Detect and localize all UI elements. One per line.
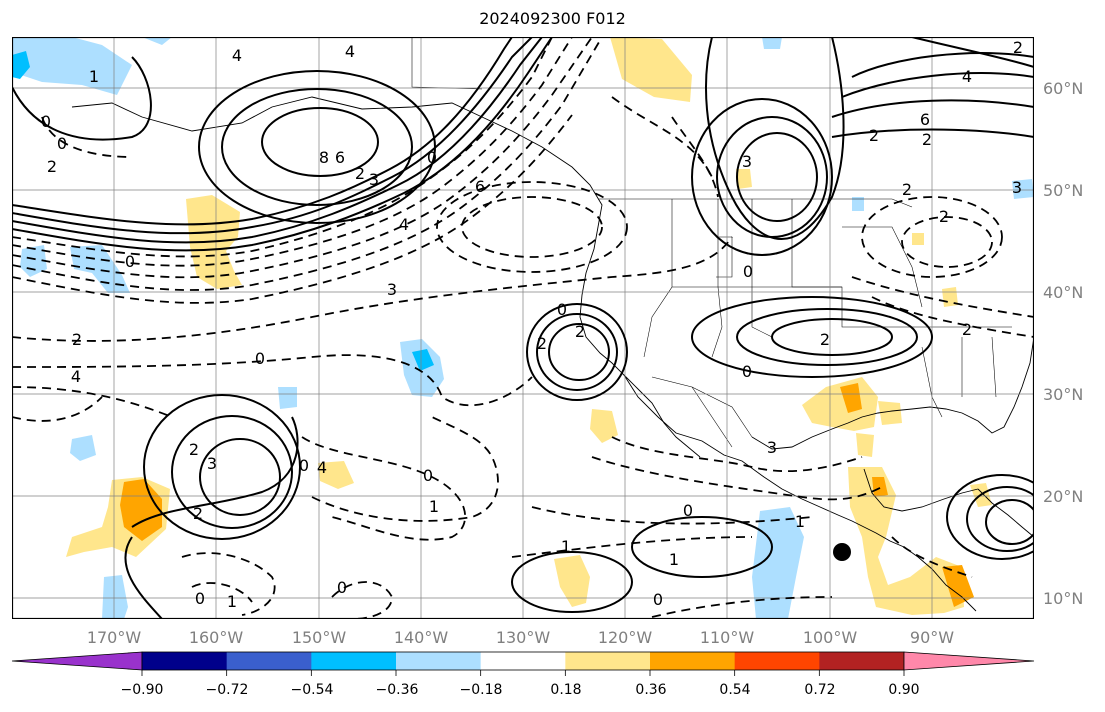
contour-label: 3	[369, 170, 379, 189]
contour-label: 0	[195, 589, 205, 608]
contour-label: 2	[902, 180, 912, 199]
contour-label: 0	[125, 252, 135, 271]
lon-label: 110°W	[700, 628, 755, 647]
map-title: 2024092300 F012	[479, 9, 626, 28]
colorbar-tick-label: −0.72	[206, 682, 249, 698]
contour-label: 1	[429, 497, 439, 516]
lon-label: 140°W	[394, 628, 449, 647]
contour-label: 2	[47, 157, 57, 176]
lat-label: 50°N	[1043, 181, 1083, 200]
colorbar-box	[650, 652, 736, 670]
colorbar-tick-label: −0.90	[121, 682, 164, 698]
contour-label: 2	[922, 130, 932, 149]
contour-label: 0	[41, 112, 51, 131]
contour-label: 4	[317, 458, 327, 477]
contour-label: 0	[427, 148, 437, 167]
colorbar: −0.90 −0.72 −0.54 −0.36 −0.18 0.18 0.36 …	[11, 651, 1035, 698]
contour-label: 2	[193, 504, 203, 523]
colorbar-tick-label: −0.18	[460, 682, 503, 698]
contour-label: 2	[72, 330, 82, 349]
contour-label: 6	[475, 177, 485, 196]
positive-contours	[12, 37, 1034, 619]
contour-label: 3	[767, 438, 777, 457]
colorbar-box	[480, 652, 566, 670]
contour-label: 2	[537, 334, 547, 353]
contour-label: 0	[423, 466, 433, 485]
lat-label: 40°N	[1043, 283, 1083, 302]
colorbar-tick-label: 0.72	[804, 682, 835, 698]
contour-label: 0	[337, 578, 347, 597]
colorbar-tick-label: 0.36	[635, 682, 666, 698]
contour-label: 0	[653, 590, 663, 609]
contour-label: 3	[742, 152, 752, 171]
state-borders	[411, 37, 1012, 448]
contour-label: 0	[742, 362, 752, 381]
longitude-labels: 170°W 160°W 150°W 140°W 130°W 120°W 110°…	[87, 628, 954, 647]
contour-label: 1	[561, 537, 571, 556]
lon-label: 150°W	[292, 628, 347, 647]
contour-label: 1	[669, 550, 679, 569]
lon-label: 170°W	[87, 628, 142, 647]
contour-label: 1	[89, 67, 99, 86]
lat-label: 20°N	[1043, 487, 1083, 506]
contour-label: 0	[557, 300, 567, 319]
colorbar-tick-label: 0.54	[719, 682, 750, 698]
colorbar-box	[565, 652, 651, 670]
contour-label: 2	[1013, 38, 1023, 57]
latitude-labels: 60°N 50°N 40°N 30°N 20°N 10°N	[1043, 79, 1083, 608]
colorbar-extend-min	[11, 651, 143, 671]
contour-label: 4	[345, 42, 355, 61]
lon-label: 130°W	[496, 628, 551, 647]
contour-labels: 4 1 0 0 2 8 6 2 3 4 6 4 0 0 3 2 0 4 3 0 …	[41, 38, 1023, 611]
map-panel: 4 1 0 0 2 8 6 2 3 4 6 4 0 0 3 2 0 4 3 0 …	[12, 37, 1034, 619]
lat-label: 60°N	[1043, 79, 1083, 98]
colorbar-box	[396, 652, 482, 670]
contour-label: 0	[683, 501, 693, 520]
negative-contours	[12, 37, 1034, 619]
lat-label: 10°N	[1043, 589, 1083, 608]
contour-label: 1	[227, 592, 237, 611]
contour-label: 2	[939, 207, 949, 226]
contour-label: 0	[255, 349, 265, 368]
contour-label: 3	[1012, 178, 1022, 197]
contour-label: 6	[335, 148, 345, 167]
colorbar-box	[734, 652, 820, 670]
contour-label: 8	[319, 148, 329, 167]
contour-label: 0	[743, 262, 753, 281]
contour-label: 3	[387, 280, 397, 299]
graticule	[12, 37, 1034, 619]
colorbar-box	[142, 652, 228, 670]
contour-label: 2	[820, 330, 830, 349]
colorbar-tick-label: 0.90	[888, 682, 919, 698]
location-marker-dot	[833, 543, 851, 561]
lat-label: 30°N	[1043, 385, 1083, 404]
contour-label: 2	[355, 164, 365, 183]
colorbar-tick-label: 0.18	[550, 682, 581, 698]
contour-label: 2	[575, 322, 585, 341]
contour-label: 0	[57, 134, 67, 153]
contour-label: 6	[920, 110, 930, 129]
contour-label: 4	[962, 67, 972, 86]
colorbar-tick-label: −0.36	[376, 682, 419, 698]
contour-label: 4	[232, 46, 242, 65]
contour-label: 2	[962, 320, 972, 339]
contour-label: 4	[399, 215, 409, 234]
colorbar-tick-label: −0.54	[291, 682, 334, 698]
lon-label: 160°W	[189, 628, 244, 647]
contour-label: 1	[795, 512, 805, 531]
colorbar-box	[311, 652, 397, 670]
contour-label: 4	[71, 367, 81, 386]
contour-label: 2	[869, 126, 879, 145]
lon-label: 90°W	[910, 628, 954, 647]
lon-label: 100°W	[803, 628, 858, 647]
colorbar-extend-max	[903, 651, 1035, 671]
contour-label: 3	[207, 454, 217, 473]
colorbar-box	[226, 652, 312, 670]
lon-label: 120°W	[598, 628, 653, 647]
contour-label: 2	[189, 440, 199, 459]
colorbar-box	[819, 652, 905, 670]
contour-label: 0	[299, 456, 309, 475]
